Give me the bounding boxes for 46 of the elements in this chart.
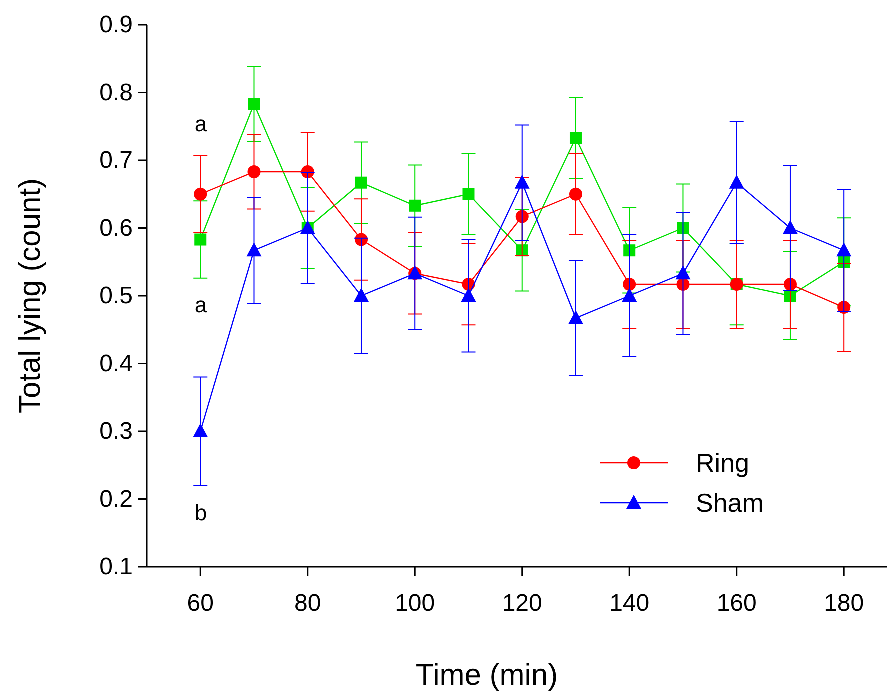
point <box>782 220 798 234</box>
y-tick-label: 0.8 <box>100 79 133 106</box>
y-tick-label: 0.4 <box>100 350 133 378</box>
point <box>569 188 582 201</box>
legend-label: Sham <box>696 488 764 518</box>
y-tick-label: 0.1 <box>100 554 133 580</box>
point <box>194 234 207 246</box>
point <box>729 174 744 189</box>
x-tick-label: 180 <box>824 590 864 617</box>
point <box>462 188 475 200</box>
annotation: a <box>194 292 208 318</box>
y-tick-label: 0.7 <box>100 147 133 174</box>
point <box>836 242 852 257</box>
point <box>248 166 261 179</box>
point <box>568 310 584 324</box>
annotation: a <box>194 112 208 136</box>
x-axis-title: Time (min) <box>416 659 558 692</box>
y-tick-label: 0.3 <box>100 418 133 445</box>
point <box>193 424 208 438</box>
x-tick-label: 80 <box>294 590 322 617</box>
y-tick-label: 0.9 <box>100 12 133 38</box>
point <box>624 244 636 257</box>
point <box>570 132 582 144</box>
point <box>409 200 422 212</box>
x-tick-label: 160 <box>716 590 757 617</box>
point <box>622 288 638 302</box>
y-tick-label: 0.2 <box>100 486 133 513</box>
annotation: b <box>194 500 208 526</box>
x-tick-label: 120 <box>502 590 542 617</box>
point <box>514 174 530 189</box>
point <box>248 98 260 110</box>
x-tick-label: 140 <box>610 590 650 617</box>
point <box>355 176 368 189</box>
point <box>677 222 690 234</box>
y-tick-label: 0.5 <box>100 282 133 310</box>
legend-label: Ring <box>696 448 750 478</box>
point <box>676 266 691 280</box>
point <box>516 210 529 224</box>
y-tick-label: 0.6 <box>100 214 133 242</box>
x-tick-label: 60 <box>187 590 214 617</box>
point <box>354 288 369 302</box>
point <box>246 242 262 257</box>
point <box>194 188 208 201</box>
x-tick-label: 100 <box>395 590 436 617</box>
y-axis-title: Total lying (count) <box>14 178 47 414</box>
point <box>461 288 476 302</box>
